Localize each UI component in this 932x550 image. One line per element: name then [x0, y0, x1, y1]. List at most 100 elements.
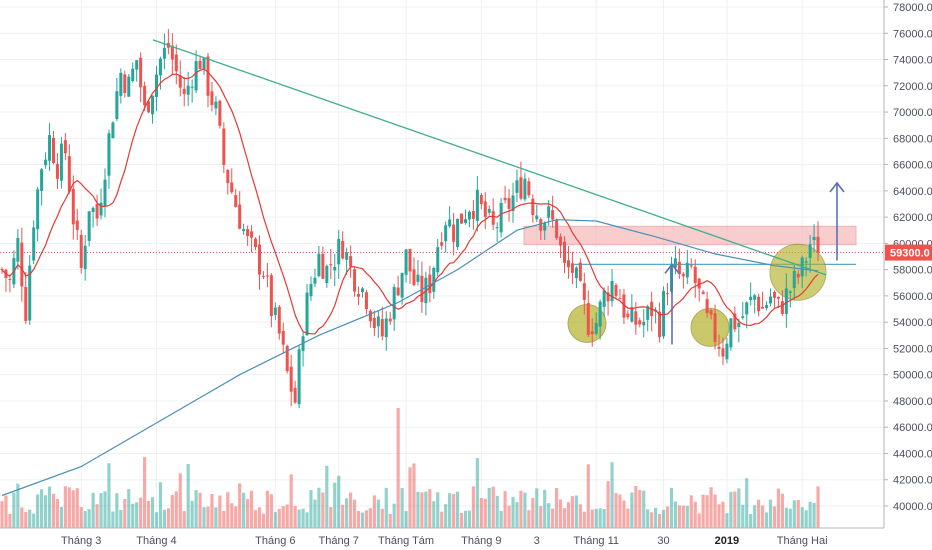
volume-bar: [51, 493, 56, 528]
price-tick-label: 62000.0: [893, 212, 932, 224]
price-tick-label: 48000.0: [893, 396, 932, 408]
candle-body: [174, 54, 178, 72]
volume-bar: [519, 490, 523, 528]
volume-bar: [768, 499, 773, 528]
candle-body: [523, 178, 527, 200]
volume-bar: [677, 505, 681, 528]
candle-body: [693, 266, 697, 284]
volume-bar: [12, 492, 16, 528]
candle-body: [345, 252, 349, 260]
candle-body: [582, 283, 586, 301]
candle-body: [768, 296, 773, 304]
volume-bar: [214, 507, 218, 528]
candle-body: [507, 198, 511, 209]
volume-bar: [198, 492, 202, 528]
volume-bar: [99, 493, 103, 528]
candle-body: [658, 311, 662, 338]
candle-body: [776, 296, 780, 299]
candle-body: [780, 301, 784, 314]
time-tick-label: 30: [657, 535, 669, 547]
candle-body: [55, 163, 59, 179]
volume-bar: [305, 512, 309, 528]
volume-bar: [527, 510, 531, 528]
candle-body: [277, 306, 281, 334]
volume-bar: [574, 495, 578, 528]
candle-body: [123, 74, 127, 93]
volume-bar: [301, 508, 305, 528]
price-tick-label: 56000.0: [893, 291, 932, 303]
candle-body: [646, 306, 650, 320]
candle-body: [341, 240, 345, 259]
volume-bar: [194, 490, 198, 528]
candle-body: [622, 294, 626, 318]
volume-bar: [665, 506, 670, 528]
volume-bar: [333, 482, 337, 528]
price-tick-label: 68000.0: [893, 133, 932, 145]
volume-bar: [115, 493, 119, 528]
volume-bar: [321, 492, 325, 528]
candle-body: [725, 343, 729, 360]
candle-body: [784, 288, 788, 314]
candle-body: [499, 202, 503, 233]
candle-body: [566, 260, 570, 268]
candle-body: [127, 76, 131, 97]
candle-body: [578, 262, 582, 281]
candle-body: [563, 241, 567, 263]
candle-body: [194, 61, 198, 91]
volume-bar: [586, 464, 590, 528]
volume-bar: [75, 488, 79, 528]
volume-bar: [337, 475, 341, 528]
candle-body: [487, 208, 491, 213]
volume-bar: [444, 504, 448, 528]
volume-bar: [95, 504, 99, 528]
volume-bar: [234, 506, 238, 528]
volume-bar: [257, 507, 262, 528]
candle-body: [16, 237, 20, 262]
volume-bar: [784, 507, 788, 528]
candle-body: [151, 95, 155, 115]
volume-bar: [531, 497, 535, 528]
volume-bar: [166, 508, 170, 528]
volume-bar: [614, 493, 618, 528]
volume-bar: [20, 507, 24, 528]
volume-bar: [796, 499, 800, 528]
ma-short-line: [1, 68, 819, 335]
candle-body: [753, 295, 757, 300]
candle-body: [206, 56, 210, 96]
candle-body: [357, 294, 361, 297]
volume-bar: [741, 504, 745, 528]
time-axis[interactable]: Tháng 3 Tháng 4 Tháng 6 Tháng 7 Tháng Tám Thá…: [0, 527, 884, 547]
volume-bar: [24, 512, 28, 528]
volume-bar: [626, 508, 630, 528]
candle-body: [147, 101, 151, 113]
candle-body: [210, 91, 214, 106]
candle-body: [547, 206, 551, 218]
time-tick-label: Tháng 4: [136, 535, 176, 547]
volume-bar: [281, 506, 285, 528]
candle-body: [162, 47, 166, 59]
price-axis[interactable]: 78000.0 76000.0 74000.0 72000.0 70000.0 68000…: [883, 0, 932, 528]
volume-bar: [36, 494, 40, 528]
volume-bar: [202, 507, 206, 528]
candle-body: [388, 318, 392, 322]
volume-bar: [650, 512, 654, 528]
candle-body: [170, 45, 174, 60]
volume-bar: [709, 487, 713, 528]
price-tick-label: 40000.0: [893, 501, 932, 513]
candle-body: [452, 224, 456, 242]
candle-body: [242, 229, 246, 232]
candle-body: [788, 291, 792, 293]
price-tick-label: 50000.0: [893, 370, 932, 382]
time-tick-label: Tháng 11: [573, 535, 619, 547]
candle-body: [131, 68, 135, 81]
volume-bar: [352, 499, 357, 528]
volume-bar: [772, 506, 777, 528]
volume-bar: [230, 503, 234, 528]
volume-bar: [329, 507, 333, 528]
volume-bar: [372, 495, 376, 528]
candle-body: [796, 273, 800, 278]
candle-body: [709, 310, 713, 315]
volume-bar: [32, 513, 36, 528]
